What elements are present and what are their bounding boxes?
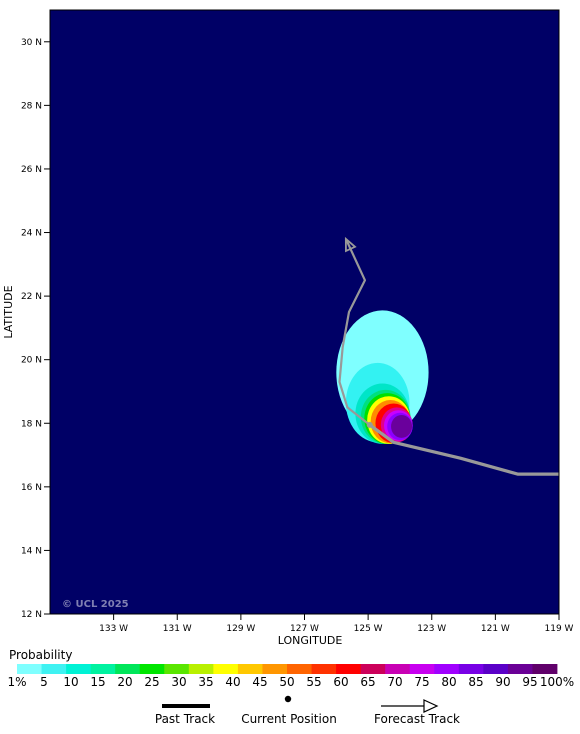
colorbar-swatch (17, 664, 42, 674)
lat-tick-label: 18 N (21, 419, 42, 429)
legend-title: Probability (9, 648, 72, 662)
lat-tick-label: 24 N (21, 229, 42, 239)
colorbar-swatch (311, 664, 337, 674)
colorbar-swatch (336, 664, 362, 674)
lat-tick-label: 14 N (21, 546, 42, 556)
colorbar-swatch (483, 664, 509, 674)
lon-tick-label: 129 W (226, 624, 255, 634)
latitude-ticks: 30 N 28 N 26 N 24 N 22 N 20 N 18 N 16 N 14 N 12 N (21, 38, 50, 620)
colorbar-label: 50 (279, 675, 294, 689)
current-position-label: Current Position (241, 712, 337, 726)
lat-tick-label: 12 N (21, 610, 42, 620)
colorbar-label: 95 (522, 675, 537, 689)
colorbar-label: 35 (198, 675, 213, 689)
colorbar-swatch (287, 664, 312, 674)
colorbar-label: 15 (90, 675, 105, 689)
colorbar-swatch (213, 664, 239, 674)
lat-tick-label: 28 N (21, 101, 42, 111)
colorbar-label: 60 (333, 675, 348, 689)
forecast-arrow-icon (423, 699, 439, 713)
colorbar-swatch (237, 664, 263, 674)
colorbar-label: 40 (225, 675, 240, 689)
past-track-label: Past Track (155, 712, 215, 726)
lat-tick-label: 30 N (21, 38, 42, 48)
colorbar-label: 20 (117, 675, 132, 689)
colorbar-label: 30 (171, 675, 186, 689)
colorbar-swatch (115, 664, 141, 674)
colorbar-swatch (188, 664, 214, 674)
lon-tick-label: 131 W (163, 624, 192, 634)
colorbar-label: 85 (468, 675, 483, 689)
lon-tick-label: 125 W (354, 624, 383, 634)
lat-tick-label: 16 N (21, 483, 42, 493)
colorbar-label: 100% (540, 675, 574, 689)
past-track-line (368, 423, 559, 476)
lat-tick-label: 20 N (21, 356, 42, 366)
colorbar-label: 80 (441, 675, 456, 689)
current-position-marker (366, 421, 373, 428)
lon-tick-label: 127 W (290, 624, 319, 634)
probability-band-95 (391, 414, 413, 438)
colorbar-swatch (434, 664, 460, 674)
colorbar-label: 5 (40, 675, 48, 689)
colorbar-swatch (90, 664, 116, 674)
lon-tick-label: 121 W (481, 624, 510, 634)
colorbar-label: 1% (7, 675, 26, 689)
colorbar-swatch (409, 664, 435, 674)
colorbar-label: 55 (306, 675, 321, 689)
forecast-track-label: Forecast Track (374, 712, 460, 726)
colorbar-swatch (41, 664, 67, 674)
colorbar-label: 75 (414, 675, 429, 689)
colorbar-swatch (507, 664, 533, 674)
current-position-symbol (284, 695, 292, 703)
colorbar-swatch (66, 664, 92, 674)
map-background (50, 10, 559, 614)
probability-colorbar (17, 664, 558, 674)
colorbar-label: 10 (63, 675, 78, 689)
probability-colorbar-labels: 1% 5 10 15 20 25 30 35 40 45 50 55 60 65 70 75 80 85 90 95 1… (7, 675, 574, 689)
storm-tracks (338, 236, 559, 476)
watermark: © UCL 2025 (62, 599, 129, 610)
colorbar-label: 45 (252, 675, 267, 689)
colorbar-label: 65 (360, 675, 375, 689)
colorbar-swatch (139, 664, 165, 674)
colorbar-swatch (385, 664, 411, 674)
colorbar-swatch (360, 664, 386, 674)
key-current-position: Current Position (241, 695, 337, 726)
forecast-arrow-head (344, 236, 357, 253)
y-axis-title: LATITUDE (2, 285, 15, 338)
colorbar-swatch (262, 664, 288, 674)
colorbar-label: 90 (495, 675, 510, 689)
lon-tick-label: 123 W (417, 624, 446, 634)
colorbar-label: 70 (387, 675, 402, 689)
colorbar-swatch (532, 664, 558, 674)
colorbar-label: 25 (144, 675, 159, 689)
colorbar-swatch (458, 664, 484, 674)
lon-tick-label: 133 W (99, 624, 128, 634)
x-axis-title: LONGITUDE (278, 634, 343, 647)
lon-tick-label: 119 W (545, 624, 574, 634)
forecast-track-line (338, 238, 371, 426)
lat-tick-label: 26 N (21, 165, 42, 175)
colorbar-swatch (164, 664, 190, 674)
key-past-track: Past Track (155, 704, 215, 726)
longitude-ticks: 133 W 131 W 129 W 127 W 125 W 123 W 121 W 119 W (99, 614, 574, 634)
lat-tick-label: 22 N (21, 292, 42, 302)
key-forecast-track: Forecast Track (374, 699, 460, 726)
